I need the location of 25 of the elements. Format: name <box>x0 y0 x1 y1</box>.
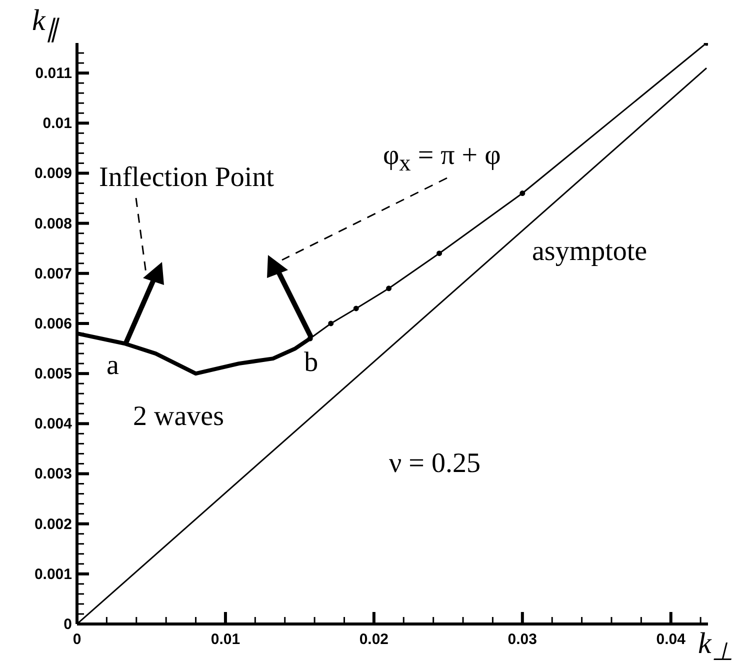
annotation: asymptote <box>532 236 648 268</box>
x-tick-label: 0.01 <box>210 631 240 648</box>
annotation: 2 waves <box>133 401 224 433</box>
y-tick-label: 0.002 <box>34 516 72 533</box>
annotation: ν = 0.25 <box>389 448 480 480</box>
x-tick-label: 0.04 <box>656 631 686 648</box>
x-tick-label: 0.02 <box>359 631 389 648</box>
y-axis-title: k$_{∥}$ <box>32 4 58 44</box>
annotation: a <box>106 350 119 382</box>
annotation: b <box>304 346 318 378</box>
x-tick-label: 0.03 <box>508 631 538 648</box>
y-tick-label: 0 <box>64 616 72 633</box>
y-tick-label: 0.001 <box>34 566 72 583</box>
y-tick-label: 0.011 <box>35 65 72 82</box>
y-tick-label: 0.008 <box>34 215 72 232</box>
annotation: φ$_{x}$ = π + φ <box>383 140 501 179</box>
x-axis-title: k$_{⊥}$ <box>698 627 734 668</box>
y-tick-label: 0.005 <box>34 366 72 383</box>
annotation: Inflection Point <box>99 162 274 194</box>
y-tick-label: 0.01 <box>42 115 72 132</box>
y-tick-label: 0.004 <box>34 416 73 433</box>
y-tick-label: 0.003 <box>34 466 72 483</box>
y-tick-label: 0.006 <box>34 315 72 332</box>
y-tick-label: 0.009 <box>34 165 72 182</box>
y-tick-label: 0.007 <box>34 265 72 282</box>
